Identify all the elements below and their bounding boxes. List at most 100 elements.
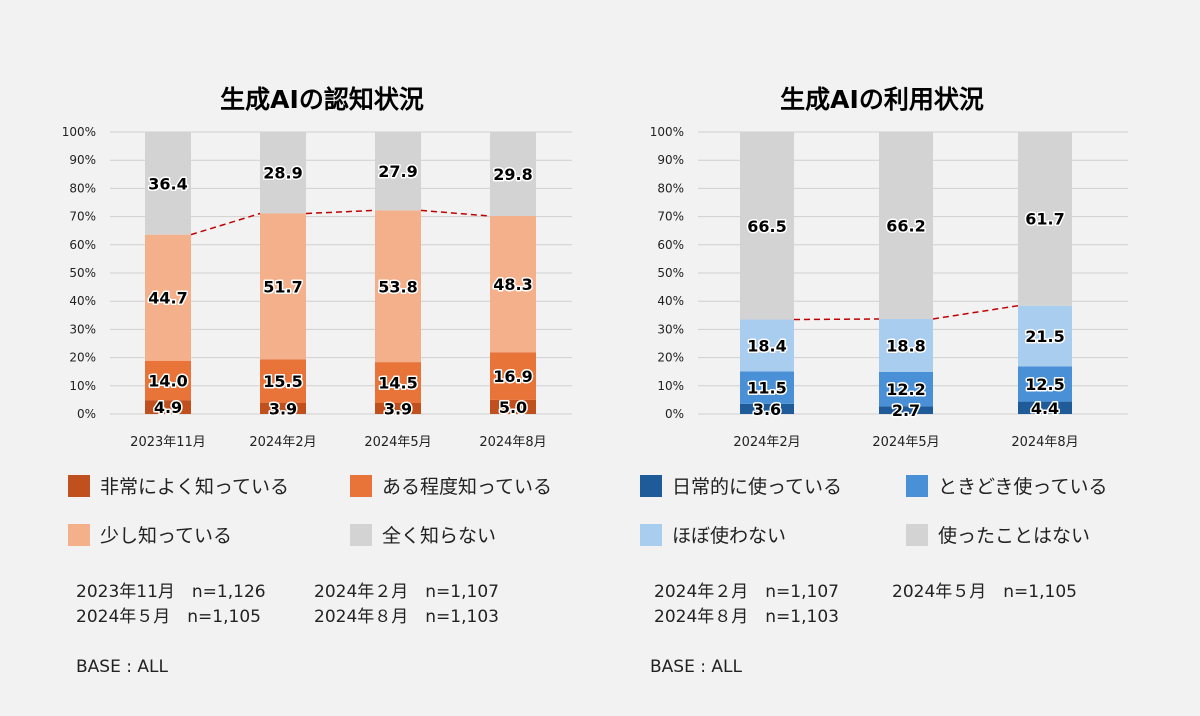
bar-segment: [260, 359, 306, 404]
y-tick-label: 40%: [657, 294, 684, 308]
y-tick-label: 80%: [69, 181, 96, 195]
legend-label: ほぼ使わない: [672, 525, 786, 547]
x-tick-label: 2024年5月: [872, 435, 939, 450]
data-label: 15.5: [263, 372, 302, 391]
data-label: 3.9: [384, 400, 412, 419]
bar-segment: [375, 403, 421, 414]
y-tick-label: 10%: [657, 379, 684, 393]
sample-size-note: 2024年８月 n=1,103: [314, 607, 499, 627]
sample-size-note: 2024年８月 n=1,103: [654, 607, 839, 627]
data-label: 12.5: [1025, 375, 1064, 394]
data-label: 4.4: [1031, 399, 1059, 418]
sample-size-note: 2024年５月 n=1,105: [892, 582, 1077, 602]
trend-line: [305, 209, 376, 215]
data-label: 44.7: [148, 289, 187, 308]
bar-segment: [879, 132, 933, 319]
data-label: 51.7: [263, 277, 302, 296]
chart-title: 生成AIの認知状況: [220, 85, 424, 114]
bar-segment: [740, 371, 794, 404]
base-note: BASE : ALL: [76, 657, 168, 677]
data-label: 2.7: [892, 401, 920, 420]
bar-segment: [260, 132, 306, 214]
legend-label: 全く知らない: [382, 525, 496, 547]
legend-swatch: [640, 524, 662, 546]
data-label: 16.9: [493, 367, 532, 386]
legend-swatch: [640, 475, 662, 497]
legend-swatch: [906, 475, 928, 497]
data-label: 27.9: [378, 162, 417, 181]
bar-segment: [260, 213, 306, 360]
y-tick-label: 30%: [69, 322, 96, 336]
legend-label: 日常的に使っている: [672, 476, 842, 498]
legend-label: ときどき使っている: [938, 476, 1107, 498]
data-label: 53.8: [378, 277, 417, 296]
bar-segment: [260, 403, 306, 414]
x-tick-label: 2024年8月: [1011, 435, 1078, 450]
sample-size-note: 2023年11月 n=1,126: [76, 582, 266, 602]
bar-segment: [740, 132, 794, 320]
data-label: 28.9: [263, 164, 302, 183]
data-label: 4.9: [154, 398, 182, 417]
sample-size-note: 2024年５月 n=1,105: [76, 607, 261, 627]
y-tick-label: 50%: [657, 266, 684, 280]
legend-swatch: [68, 475, 90, 497]
y-tick-label: 20%: [69, 351, 96, 365]
trend-line: [190, 212, 261, 236]
bar-segment: [490, 399, 536, 414]
bar-segment: [879, 371, 933, 407]
base-note: BASE : ALL: [650, 657, 742, 677]
data-label: 14.5: [378, 374, 417, 393]
bar-segment: [145, 234, 191, 361]
legend-swatch: [350, 475, 372, 497]
legend-swatch: [350, 524, 372, 546]
data-label: 66.5: [747, 217, 786, 236]
sample-size-note: 2024年２月 n=1,107: [314, 582, 499, 602]
legend-label: 使ったことはない: [938, 525, 1090, 547]
x-tick-label: 2024年5月: [364, 435, 431, 450]
data-label: 36.4: [148, 174, 187, 193]
bar-segment: [740, 403, 794, 414]
data-label: 3.6: [753, 400, 781, 419]
bar-segment: [145, 132, 191, 235]
data-label: 3.9: [269, 400, 297, 419]
y-tick-label: 40%: [69, 294, 96, 308]
bar-segment: [490, 216, 536, 353]
y-tick-label: 20%: [657, 351, 684, 365]
trend-line: [793, 318, 880, 321]
bar-segment: [375, 362, 421, 404]
data-label: 18.4: [747, 336, 786, 355]
y-tick-label: 70%: [657, 210, 684, 224]
data-label: 11.5: [747, 379, 786, 398]
y-tick-label: 60%: [69, 238, 96, 252]
legend-swatch: [68, 524, 90, 546]
y-tick-label: 30%: [657, 322, 684, 336]
bar-segment: [490, 132, 536, 217]
bar-segment: [1018, 366, 1072, 402]
bar-segment: [145, 360, 191, 401]
data-label: 48.3: [493, 275, 532, 294]
y-tick-label: 90%: [69, 153, 96, 167]
data-label: 12.2: [886, 380, 925, 399]
y-tick-label: 100%: [650, 125, 684, 139]
x-tick-label: 2024年2月: [733, 435, 800, 450]
x-tick-label: 2024年8月: [479, 435, 546, 450]
legend-label: 非常によく知っている: [100, 476, 289, 498]
legend-label: 少し知っている: [100, 525, 232, 547]
data-label: 29.8: [493, 165, 532, 184]
y-tick-label: 10%: [69, 379, 96, 393]
y-tick-label: 80%: [657, 181, 684, 195]
bar-segment: [1018, 305, 1072, 367]
bar-segment: [1018, 131, 1072, 306]
bar-segment: [879, 318, 933, 372]
data-label: 21.5: [1025, 327, 1064, 346]
y-tick-label: 60%: [657, 238, 684, 252]
data-label: 61.7: [1025, 210, 1064, 229]
y-tick-label: 90%: [657, 153, 684, 167]
chart-title: 生成AIの利用状況: [780, 85, 984, 114]
y-tick-label: 0%: [77, 407, 96, 421]
data-label: 14.0: [148, 371, 187, 390]
y-tick-label: 70%: [69, 210, 96, 224]
legend-swatch: [906, 524, 928, 546]
